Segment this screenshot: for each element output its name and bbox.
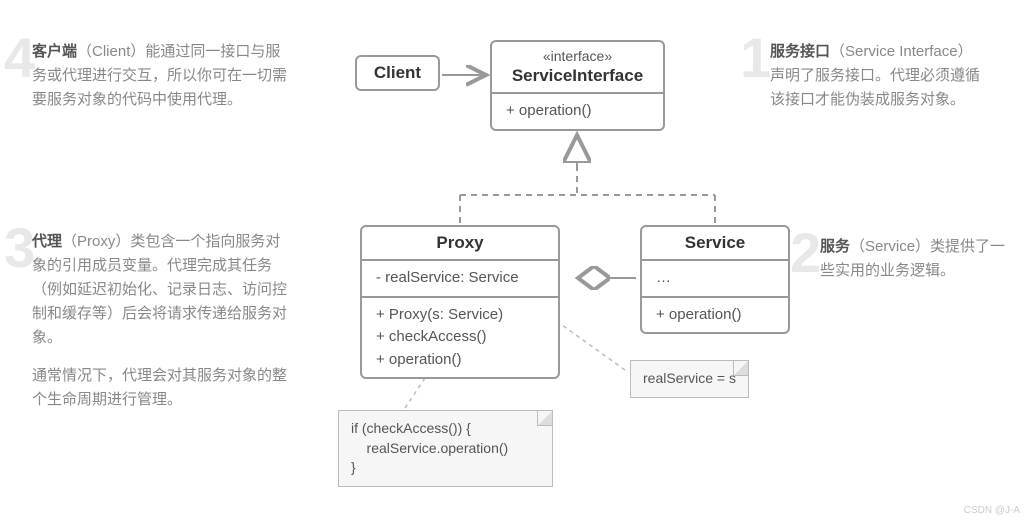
proxy-field: - realService: Service bbox=[362, 259, 558, 296]
sticky1-text: realService = s bbox=[643, 370, 736, 386]
uml-interface: «interface» ServiceInterface + operation… bbox=[490, 40, 665, 131]
service-field: … bbox=[642, 259, 788, 296]
note-2: 服务（Service）类提供了一些实用的业务逻辑。 bbox=[820, 235, 1010, 283]
service-title: Service bbox=[642, 227, 788, 259]
interface-op: + operation() bbox=[492, 92, 663, 129]
uml-service: Service … + operation() bbox=[640, 225, 790, 334]
sticky2-l1: if (checkAccess()) { bbox=[351, 419, 540, 439]
note-1: 服务接口（Service Interface）声明了服务接口。代理必须遵循该接口… bbox=[770, 40, 980, 112]
num-2: 2 bbox=[790, 225, 821, 281]
proxy-title: Proxy bbox=[362, 227, 558, 259]
sticky2-l3: } bbox=[351, 458, 540, 478]
proxy-m3: + operation() bbox=[376, 349, 544, 372]
note-3: 代理（Proxy）类包含一个指向服务对象的引用成员变量。代理完成其任务（例如延迟… bbox=[32, 230, 292, 412]
num-1: 1 bbox=[740, 30, 771, 86]
uml-proxy: Proxy - realService: Service + Proxy(s: … bbox=[360, 225, 560, 379]
client-title: Client bbox=[357, 57, 438, 89]
num-4: 4 bbox=[4, 30, 35, 86]
uml-client: Client bbox=[355, 55, 440, 91]
sticky2-l2: realService.operation() bbox=[351, 439, 540, 459]
proxy-m1: + Proxy(s: Service) bbox=[376, 304, 544, 327]
sticky-checkaccess: if (checkAccess()) { realService.operati… bbox=[338, 410, 553, 487]
proxy-methods: + Proxy(s: Service) + checkAccess() + op… bbox=[362, 296, 558, 378]
num-3: 3 bbox=[4, 220, 35, 276]
interface-title: ServiceInterface bbox=[492, 60, 663, 92]
service-m1: + operation() bbox=[642, 296, 788, 333]
note-4: 客户端（Client）能通过同一接口与服务或代理进行交互，所以你可在一切需要服务… bbox=[32, 40, 292, 112]
proxy-m2: + checkAccess() bbox=[376, 326, 544, 349]
watermark: CSDN @J-A bbox=[964, 505, 1020, 516]
sticky-realservice: realService = s bbox=[630, 360, 749, 398]
